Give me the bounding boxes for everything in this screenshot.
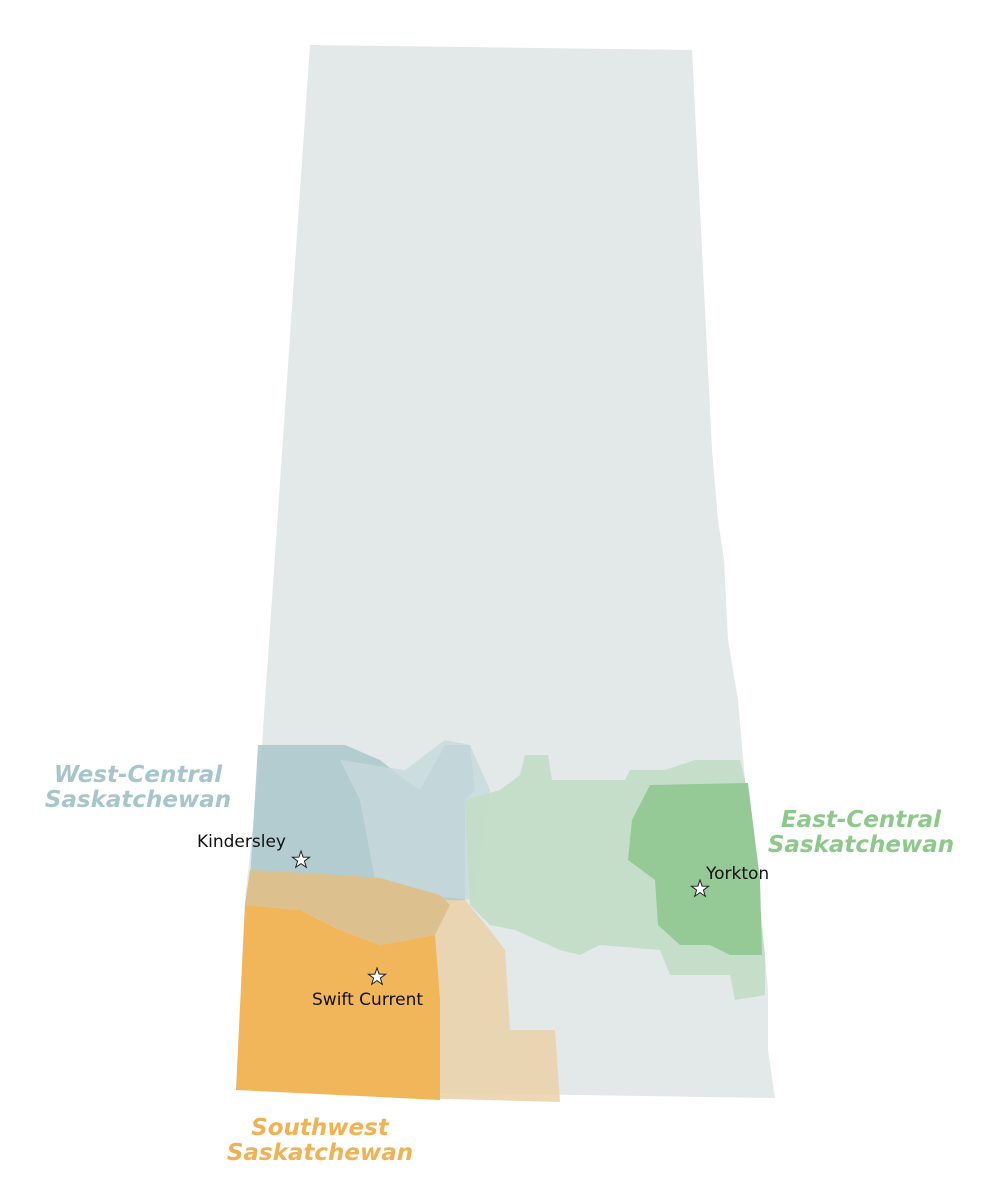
region-southwest-light <box>410 900 560 1102</box>
region-label: Saskatchewan <box>45 787 231 813</box>
region-southwest-mid <box>245 870 450 945</box>
city-label: Swift Current <box>312 990 423 1010</box>
city-label: Yorkton <box>705 864 769 884</box>
city-label: Kindersley <box>197 832 286 852</box>
city-star <box>290 849 312 869</box>
region-label: East-Central <box>781 807 942 833</box>
city-star <box>366 966 388 986</box>
region-east-central <box>628 783 762 955</box>
region-label: Southwest <box>251 1115 390 1141</box>
region-label: West-Central <box>54 762 223 788</box>
region-label: Saskatchewan <box>768 832 954 858</box>
region-southwest <box>236 905 440 1100</box>
city-star <box>689 878 711 898</box>
region-label: Saskatchewan <box>227 1140 413 1166</box>
region-west-central-light <box>340 740 490 900</box>
